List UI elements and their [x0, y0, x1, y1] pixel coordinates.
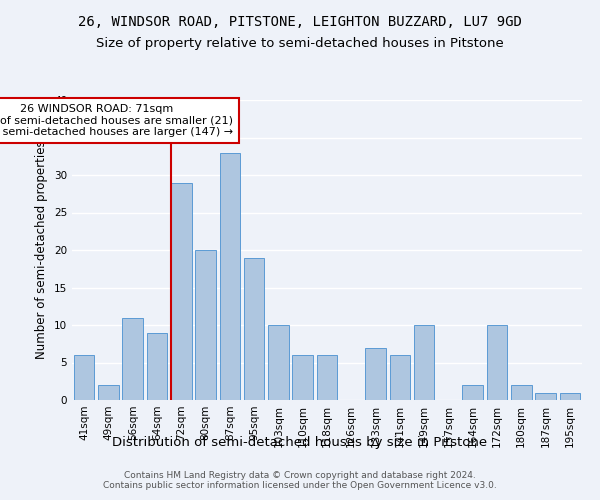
- Text: 26 WINDSOR ROAD: 71sqm
← 13% of semi-detached houses are smaller (21)
88% of sem: 26 WINDSOR ROAD: 71sqm ← 13% of semi-det…: [0, 104, 233, 137]
- Bar: [560, 392, 580, 400]
- Bar: [463, 385, 483, 400]
- Y-axis label: Number of semi-detached properties: Number of semi-detached properties: [35, 140, 49, 360]
- Bar: [146, 332, 167, 400]
- Bar: [292, 355, 313, 400]
- Bar: [535, 392, 556, 400]
- Bar: [244, 258, 265, 400]
- Bar: [74, 355, 94, 400]
- Bar: [171, 182, 191, 400]
- Bar: [389, 355, 410, 400]
- Bar: [365, 348, 386, 400]
- Text: 26, WINDSOR ROAD, PITSTONE, LEIGHTON BUZZARD, LU7 9GD: 26, WINDSOR ROAD, PITSTONE, LEIGHTON BUZ…: [78, 15, 522, 29]
- Bar: [268, 325, 289, 400]
- Text: Size of property relative to semi-detached houses in Pitstone: Size of property relative to semi-detach…: [96, 38, 504, 51]
- Bar: [98, 385, 119, 400]
- Bar: [317, 355, 337, 400]
- Bar: [122, 318, 143, 400]
- Text: Distribution of semi-detached houses by size in Pitstone: Distribution of semi-detached houses by …: [112, 436, 488, 449]
- Bar: [511, 385, 532, 400]
- Bar: [195, 250, 216, 400]
- Text: Contains HM Land Registry data © Crown copyright and database right 2024.
Contai: Contains HM Land Registry data © Crown c…: [103, 470, 497, 490]
- Bar: [414, 325, 434, 400]
- Bar: [487, 325, 508, 400]
- Bar: [220, 152, 240, 400]
